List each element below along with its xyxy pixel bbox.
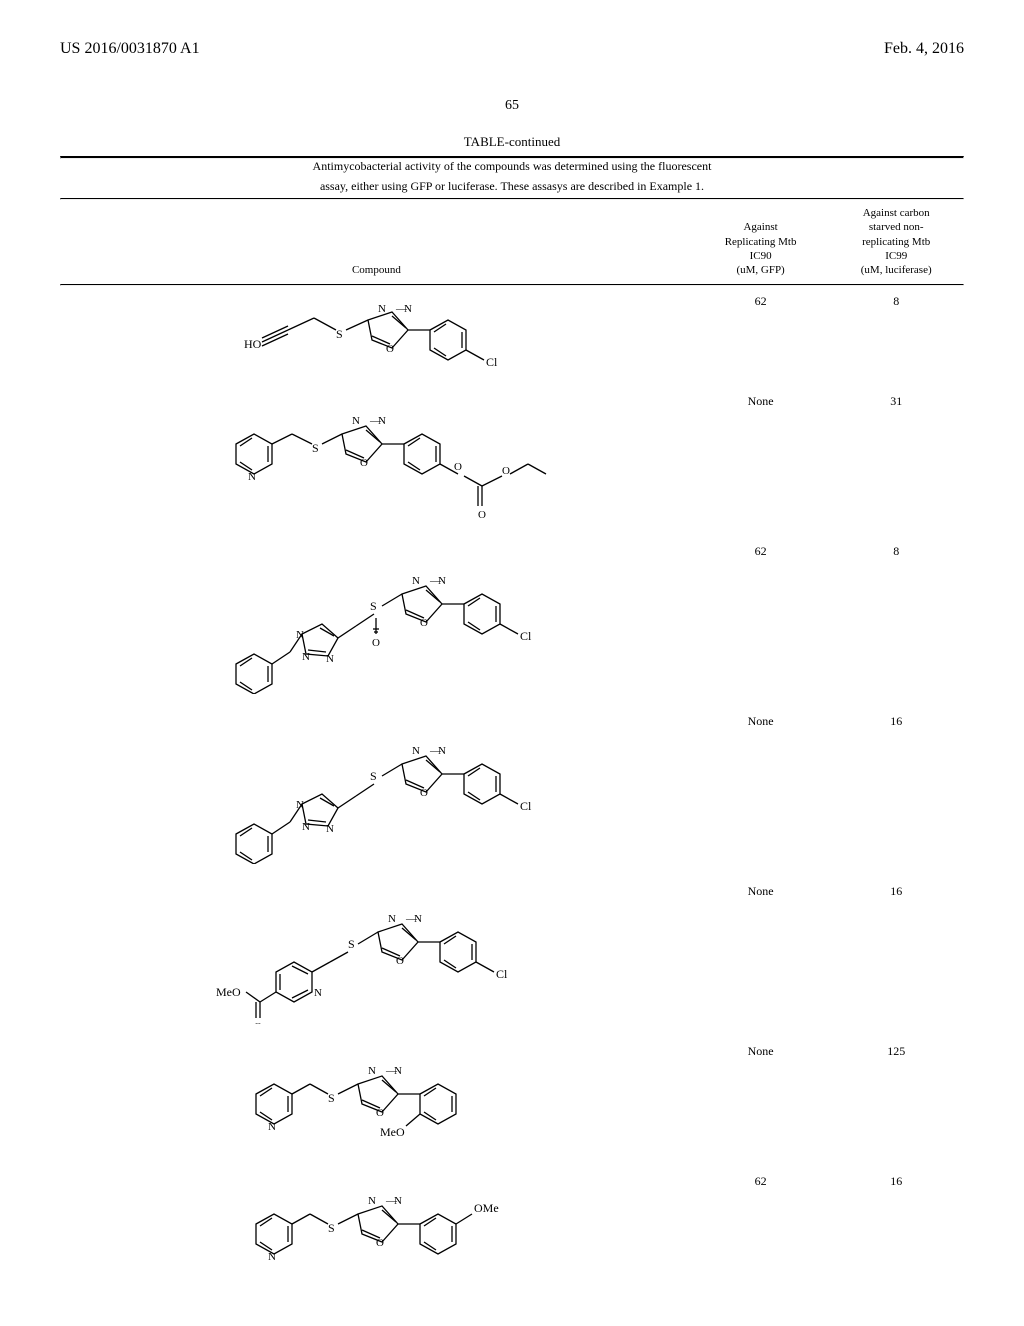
table-header-row: Compound Against Replicating Mtb IC90 (u… xyxy=(60,200,964,283)
svg-text:N: N xyxy=(268,1251,276,1263)
svg-text:O: O xyxy=(376,1107,384,1119)
svg-text:O: O xyxy=(420,787,428,799)
table-row: N N N S O xyxy=(60,536,964,706)
compound-structure-2: N S N — N O xyxy=(196,394,556,524)
svg-text:N: N xyxy=(368,1065,376,1077)
svg-text:S: S xyxy=(370,599,377,613)
svg-text:N: N xyxy=(412,745,420,757)
svg-text:N: N xyxy=(388,913,396,925)
svg-text:N: N xyxy=(326,823,334,835)
svg-text:O: O xyxy=(502,465,510,477)
ic99-value: 8 xyxy=(828,286,964,386)
ic99-value: 16 xyxy=(828,706,964,876)
svg-text:Cl: Cl xyxy=(496,967,508,981)
col-head-compound: Compound xyxy=(60,200,693,283)
table-row: N S N — N O xyxy=(60,1036,964,1166)
page-number: 65 xyxy=(60,98,964,114)
svg-text:S: S xyxy=(336,327,343,341)
svg-text:O: O xyxy=(360,457,368,469)
svg-text:MeO: MeO xyxy=(216,985,241,999)
svg-text:N: N xyxy=(394,1065,402,1077)
svg-text:OMe: OMe xyxy=(474,1201,499,1215)
svg-text:O: O xyxy=(254,1021,262,1024)
ic99-value: 8 xyxy=(828,536,964,706)
table-row: N S N — N O xyxy=(60,386,964,536)
ic90-value: 62 xyxy=(693,536,829,706)
ic90-value: None xyxy=(693,876,829,1036)
pub-date: Feb. 4, 2016 xyxy=(884,40,964,58)
svg-text:N: N xyxy=(414,913,422,925)
pub-number: US 2016/0031870 A1 xyxy=(60,40,200,58)
svg-text:N: N xyxy=(368,1195,376,1207)
table-row: MeO O N xyxy=(60,876,964,1036)
col-head-ic90: Against Replicating Mtb IC90 (uM, GFP) xyxy=(693,200,829,283)
svg-text:S: S xyxy=(312,441,319,455)
table-row: N N N S N — N O xyxy=(60,706,964,876)
svg-text:N: N xyxy=(302,651,310,663)
ic99-value: 31 xyxy=(828,386,964,536)
svg-text:N: N xyxy=(296,629,304,641)
table-row: N S N — N O xyxy=(60,1166,964,1286)
svg-text:N: N xyxy=(404,303,412,315)
svg-text:O: O xyxy=(396,955,404,967)
svg-text:N: N xyxy=(248,471,256,483)
ic90-value: None xyxy=(693,706,829,876)
svg-text:N: N xyxy=(412,575,420,587)
svg-text:Cl: Cl xyxy=(520,799,532,813)
svg-text:N: N xyxy=(314,987,322,999)
compound-structure-7: N S N — N O xyxy=(196,1174,556,1274)
svg-text:O: O xyxy=(420,617,428,629)
svg-text:N: N xyxy=(438,745,446,757)
table-row: HO S N — N xyxy=(60,286,964,386)
ic99-value: 16 xyxy=(828,1166,964,1286)
compound-structure-4: N N N S N — N O xyxy=(196,714,556,864)
svg-text:S: S xyxy=(348,937,355,951)
ic90-value: None xyxy=(693,1036,829,1166)
svg-text:N: N xyxy=(296,799,304,811)
svg-text:O: O xyxy=(386,343,394,355)
svg-text:N: N xyxy=(302,821,310,833)
compound-structure-3: N N N S O xyxy=(196,544,556,694)
ic90-value: None xyxy=(693,386,829,536)
compound-structure-5: MeO O N xyxy=(196,884,556,1024)
compound-structure-6: N S N — N O xyxy=(196,1044,556,1154)
svg-text:N: N xyxy=(352,415,360,427)
table-title: TABLE-continued xyxy=(60,134,964,150)
svg-text:N: N xyxy=(326,653,334,665)
svg-text:N: N xyxy=(268,1121,276,1133)
svg-text:Cl: Cl xyxy=(520,629,532,643)
svg-text:S: S xyxy=(328,1091,335,1105)
activity-table: Compound Against Replicating Mtb IC90 (u… xyxy=(60,200,964,1285)
caption-line-1: Antimycobacterial activity of the compou… xyxy=(237,159,787,175)
svg-text:O: O xyxy=(376,1237,384,1249)
svg-text:O: O xyxy=(372,637,380,649)
svg-text:N: N xyxy=(378,303,386,315)
ic90-value: 62 xyxy=(693,286,829,386)
page-header: US 2016/0031870 A1 Feb. 4, 2016 xyxy=(60,40,964,58)
svg-text:HO: HO xyxy=(244,337,262,351)
svg-text:Cl: Cl xyxy=(486,355,498,369)
svg-text:S: S xyxy=(370,769,377,783)
svg-text:O: O xyxy=(454,461,462,473)
ic99-value: 16 xyxy=(828,876,964,1036)
svg-text:O: O xyxy=(478,509,486,521)
ic90-value: 62 xyxy=(693,1166,829,1286)
svg-text:S: S xyxy=(328,1221,335,1235)
caption-line-2: assay, either using GFP or luciferase. T… xyxy=(237,179,787,195)
svg-text:N: N xyxy=(438,575,446,587)
svg-text:MeO: MeO xyxy=(380,1125,405,1139)
svg-text:N: N xyxy=(378,415,386,427)
svg-text:N: N xyxy=(394,1195,402,1207)
col-head-ic99: Against carbon starved non- replicating … xyxy=(828,200,964,283)
compound-structure-1: HO S N — N xyxy=(196,294,556,374)
ic99-value: 125 xyxy=(828,1036,964,1166)
